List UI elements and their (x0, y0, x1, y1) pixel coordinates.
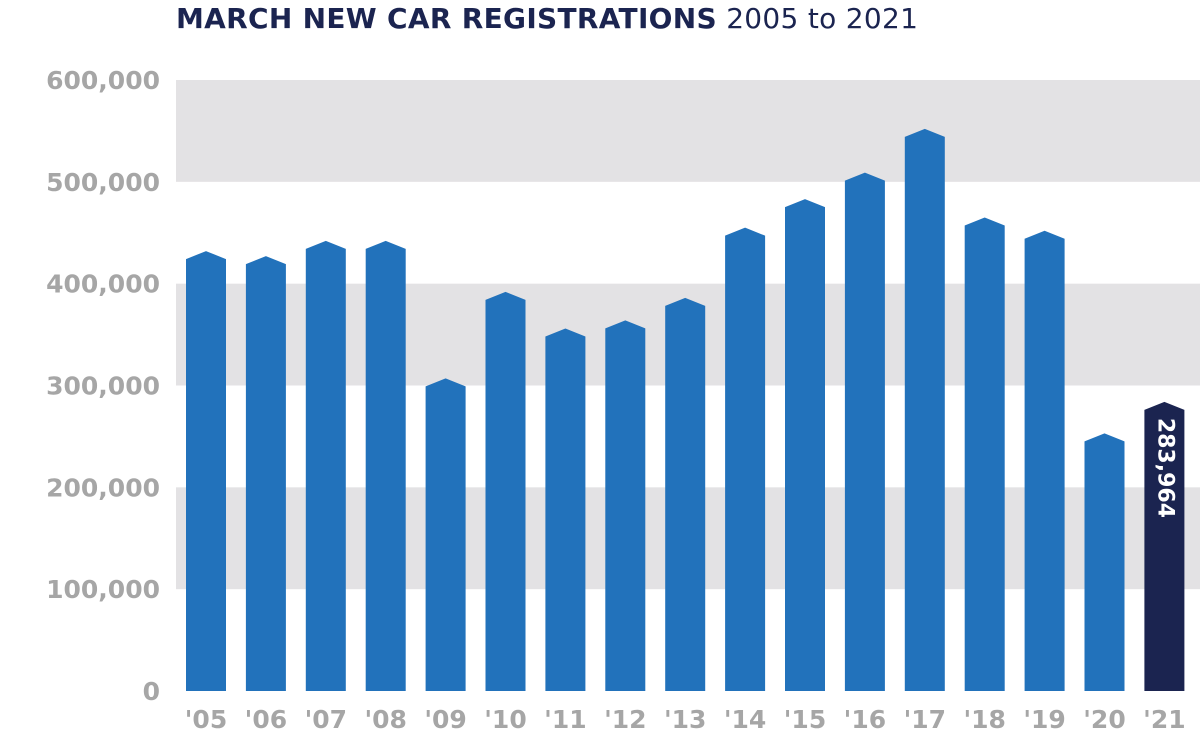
y-tick-label: 200,000 (46, 473, 160, 502)
chart-title-range: 2005 to 2021 (726, 2, 919, 35)
x-tick-label: '11 (544, 705, 586, 734)
chart-title: MARCH NEW CAR REGISTRATIONS 2005 to 2021 (176, 2, 918, 35)
x-tick-label: '21 (1143, 705, 1185, 734)
x-axis: '05 '06 '07 '08 '09 '10 '11 '12 '13 '14 '15 '16 '17 '… (185, 705, 1186, 734)
bars (186, 128, 1185, 692)
bar-21 (1144, 401, 1185, 691)
x-tick-label: '19 (1023, 705, 1065, 734)
x-tick-label: '10 (484, 705, 526, 734)
x-tick-label: '15 (784, 705, 826, 734)
bar-05 (186, 251, 226, 691)
x-tick-label: '08 (364, 705, 406, 734)
y-tick-label: 300,000 (46, 372, 160, 401)
x-tick-label: '16 (844, 705, 886, 734)
bar-11 (545, 328, 586, 691)
y-tick-label: 0 (143, 677, 160, 706)
bar-09 (425, 378, 466, 691)
y-axis: 0 100,000 200,000 300,000 400,000 500,000 600,… (46, 66, 160, 706)
data-label: 283,964 (1152, 418, 1177, 518)
chart-title-main: MARCH NEW CAR REGISTRATIONS (176, 2, 717, 35)
x-tick-label: '14 (724, 705, 766, 734)
bar-18 (964, 217, 1005, 691)
x-tick-label: '12 (604, 705, 646, 734)
y-tick-label: 500,000 (46, 168, 160, 197)
x-tick-label: '06 (245, 705, 287, 734)
bar-07 (305, 240, 346, 691)
x-tick-label: '05 (185, 705, 227, 734)
x-tick-label: '20 (1083, 705, 1125, 734)
x-tick-label: '07 (305, 705, 347, 734)
y-tick-label: 400,000 (46, 270, 160, 299)
bar-12 (605, 320, 646, 691)
x-tick-label: '18 (963, 705, 1005, 734)
bar-16 (844, 172, 885, 691)
bar-19 (1024, 230, 1065, 692)
x-tick-label: '09 (424, 705, 466, 734)
bar-06 (245, 256, 286, 691)
data-labels: 283,964 (1152, 418, 1177, 518)
bar-14 (725, 227, 766, 692)
x-tick-label: '13 (664, 705, 706, 734)
grid-band (176, 80, 1200, 182)
bar-20 (1084, 433, 1125, 691)
y-tick-label: 600,000 (46, 66, 160, 95)
bar-13 (665, 297, 706, 691)
x-tick-label: '17 (904, 705, 946, 734)
bar-08 (365, 240, 406, 691)
bar-17 (904, 128, 945, 691)
bar-10 (485, 291, 526, 691)
bar-15 (785, 199, 825, 691)
y-tick-label: 100,000 (46, 575, 160, 604)
